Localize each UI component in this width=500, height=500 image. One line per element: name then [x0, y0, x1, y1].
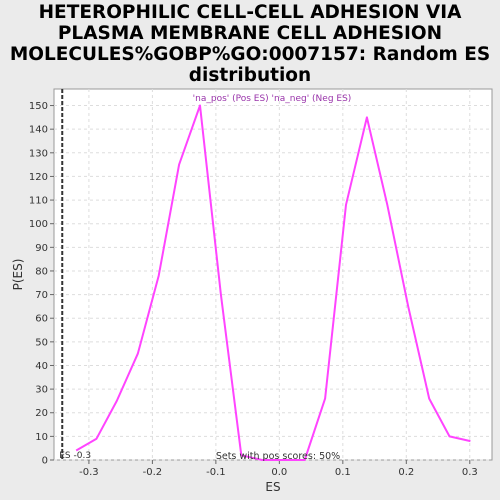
legend-text: 'na_pos' (Pos ES) 'na_neg' (Neg ES): [193, 94, 352, 104]
x-tick-label: 0.3: [462, 467, 478, 478]
x-axis-label: ES: [265, 480, 280, 494]
y-tick-label: 20: [35, 408, 48, 419]
plot-area: [53, 88, 493, 461]
y-tick-label: 70: [35, 290, 48, 301]
y-tick-label: 80: [35, 266, 48, 277]
x-tick-label: 0.2: [398, 467, 414, 478]
y-tick-label: 140: [29, 125, 48, 136]
y-tick-label: 130: [29, 148, 48, 159]
chart-title: HETEROPHILIC CELL-CELL ADHESION VIA PLAS…: [0, 2, 500, 86]
y-tick-label: 50: [35, 337, 48, 348]
chart-title-line-4: distribution: [188, 65, 312, 86]
y-tick-label: 30: [35, 385, 48, 396]
x-tick-label: -0.3: [79, 467, 99, 478]
x-tick-label: -0.1: [206, 467, 226, 478]
y-tick-label: 60: [35, 314, 48, 325]
y-tick-label: 40: [35, 361, 48, 372]
y-tick-label: 90: [35, 243, 48, 254]
x-tick-label: 0.1: [335, 467, 351, 478]
y-axis-label: P(ES): [11, 259, 25, 291]
es-marker-label: ES -0.3: [59, 451, 91, 461]
y-tick-label: 110: [29, 196, 48, 207]
x-tick-label: -0.2: [143, 467, 163, 478]
series-line: [75, 104, 471, 461]
y-tick-label: 100: [29, 219, 48, 230]
chart-title-line-2: PLASMA MEMBRANE CELL ADHESION: [57, 23, 443, 44]
chart-title-line-1: HETEROPHILIC CELL-CELL ADHESION VIA: [38, 2, 462, 23]
y-tick-label: 0: [42, 456, 48, 467]
chart-title-line-3: MOLECULES%GOBP%GO:0007157: Random ES: [9, 44, 491, 65]
y-tick-label: 10: [35, 432, 48, 443]
x-tick-label: 0.0: [271, 467, 287, 478]
y-tick-label: 150: [29, 101, 48, 112]
pos-score-annotation: Sets with pos scores: 50%: [216, 451, 340, 462]
y-tick-label: 120: [29, 172, 48, 183]
